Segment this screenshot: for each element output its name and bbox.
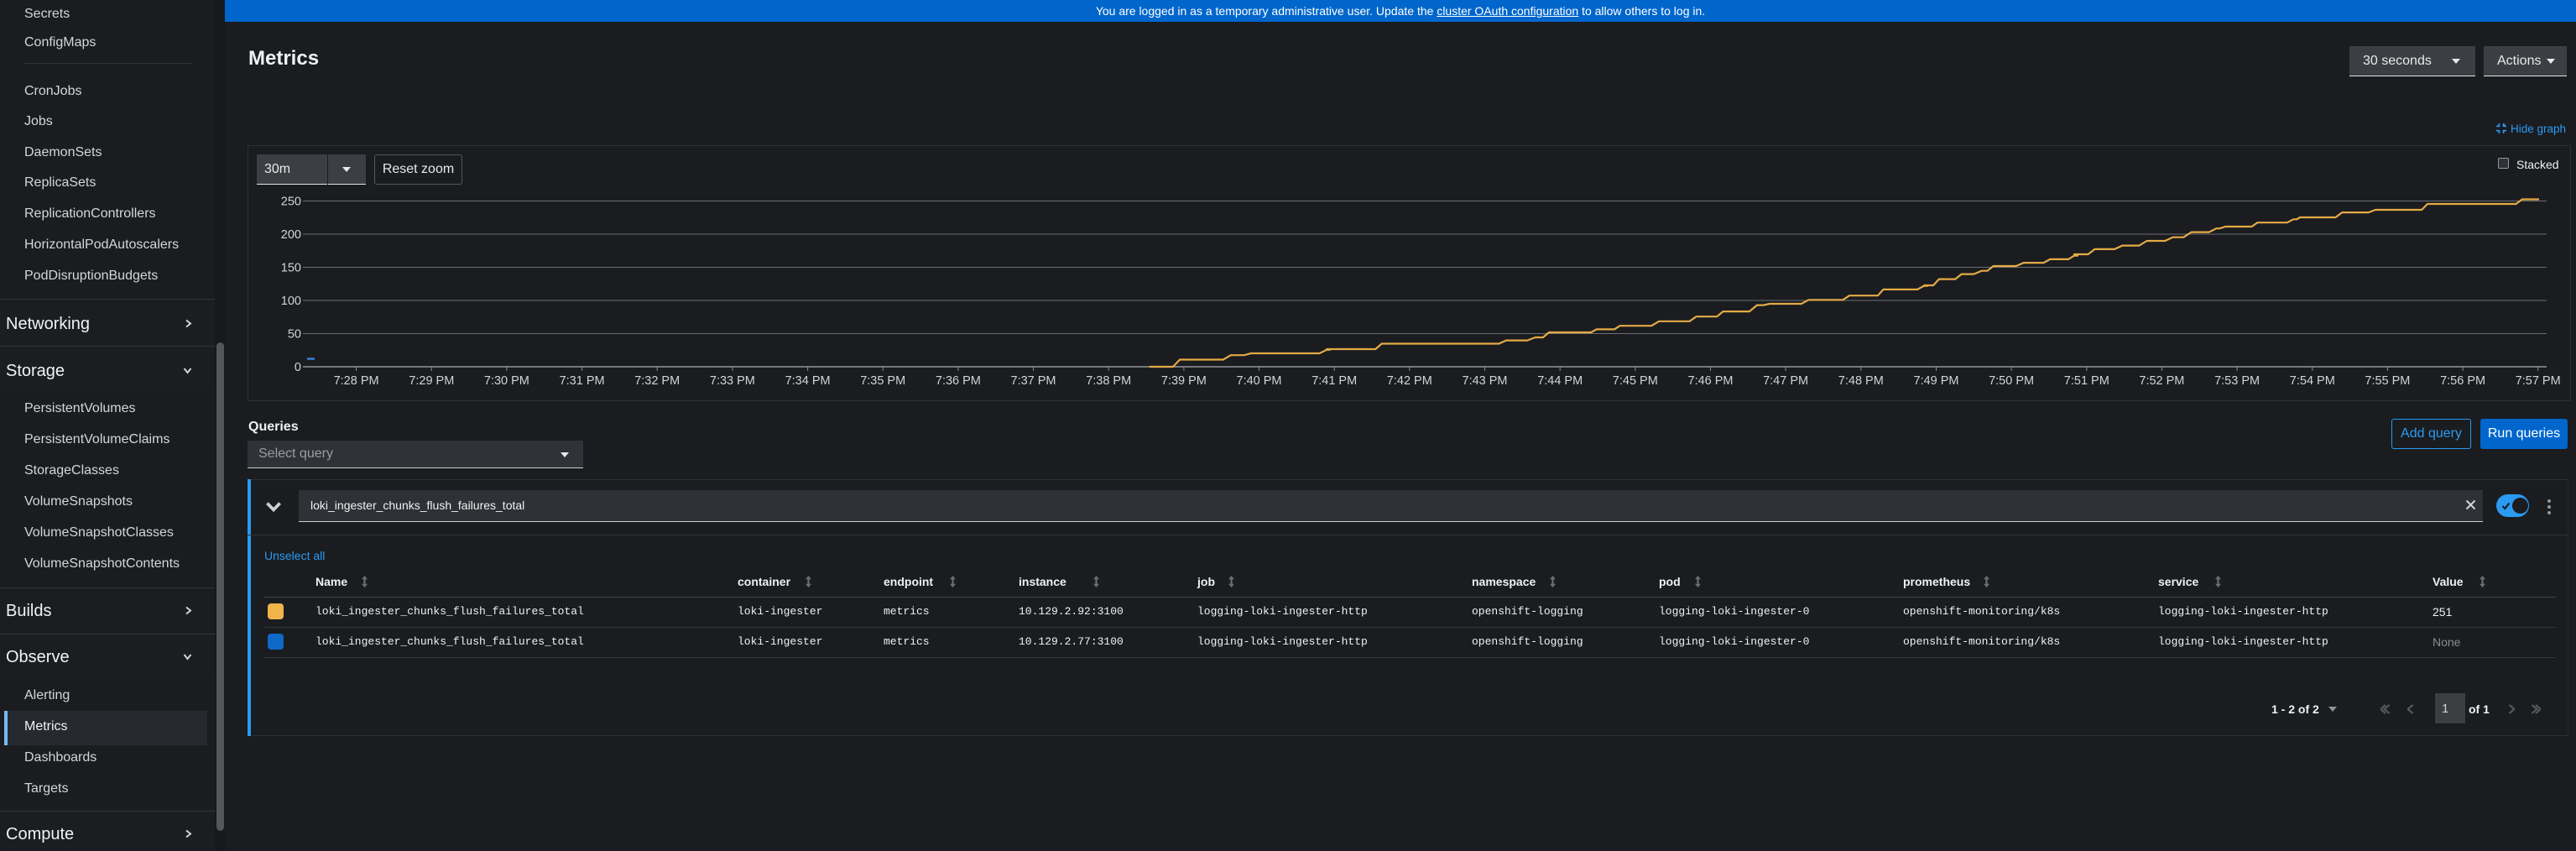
svg-text:7:41 PM: 7:41 PM	[1311, 374, 1357, 388]
svg-text:7:28 PM: 7:28 PM	[334, 374, 379, 388]
svg-text:7:37 PM: 7:37 PM	[1011, 374, 1056, 388]
svg-text:7:47 PM: 7:47 PM	[1763, 374, 1808, 388]
svg-text:7:39 PM: 7:39 PM	[1161, 374, 1207, 388]
svg-text:7:46 PM: 7:46 PM	[1688, 374, 1734, 388]
svg-text:50: 50	[288, 328, 301, 342]
svg-text:7:33 PM: 7:33 PM	[710, 374, 755, 388]
svg-text:7:42 PM: 7:42 PM	[1387, 374, 1432, 388]
svg-text:7:32 PM: 7:32 PM	[634, 374, 680, 388]
svg-text:7:53 PM: 7:53 PM	[2214, 374, 2260, 388]
svg-text:7:51 PM: 7:51 PM	[2064, 374, 2109, 388]
svg-text:7:34 PM: 7:34 PM	[785, 374, 831, 388]
svg-text:7:56 PM: 7:56 PM	[2440, 374, 2485, 388]
svg-text:7:31 PM: 7:31 PM	[560, 374, 605, 388]
svg-text:7:36 PM: 7:36 PM	[936, 374, 981, 388]
svg-text:150: 150	[281, 262, 301, 275]
svg-text:0: 0	[295, 361, 301, 374]
svg-text:7:57 PM: 7:57 PM	[2516, 374, 2561, 388]
svg-text:7:38 PM: 7:38 PM	[1086, 374, 1131, 388]
svg-text:100: 100	[281, 295, 301, 308]
svg-text:7:43 PM: 7:43 PM	[1463, 374, 1508, 388]
svg-text:7:48 PM: 7:48 PM	[1838, 374, 1884, 388]
svg-text:7:54 PM: 7:54 PM	[2290, 374, 2335, 388]
svg-text:200: 200	[281, 228, 301, 242]
svg-text:7:35 PM: 7:35 PM	[860, 374, 905, 388]
svg-text:7:55 PM: 7:55 PM	[2365, 374, 2410, 388]
svg-text:7:49 PM: 7:49 PM	[1914, 374, 1959, 388]
svg-text:250: 250	[281, 196, 301, 209]
svg-text:7:52 PM: 7:52 PM	[2139, 374, 2184, 388]
svg-text:7:45 PM: 7:45 PM	[1613, 374, 1658, 388]
svg-text:7:40 PM: 7:40 PM	[1237, 374, 1282, 388]
svg-text:7:30 PM: 7:30 PM	[484, 374, 529, 388]
svg-text:7:44 PM: 7:44 PM	[1537, 374, 1583, 388]
svg-text:7:50 PM: 7:50 PM	[1989, 374, 2034, 388]
svg-text:7:29 PM: 7:29 PM	[409, 374, 454, 388]
